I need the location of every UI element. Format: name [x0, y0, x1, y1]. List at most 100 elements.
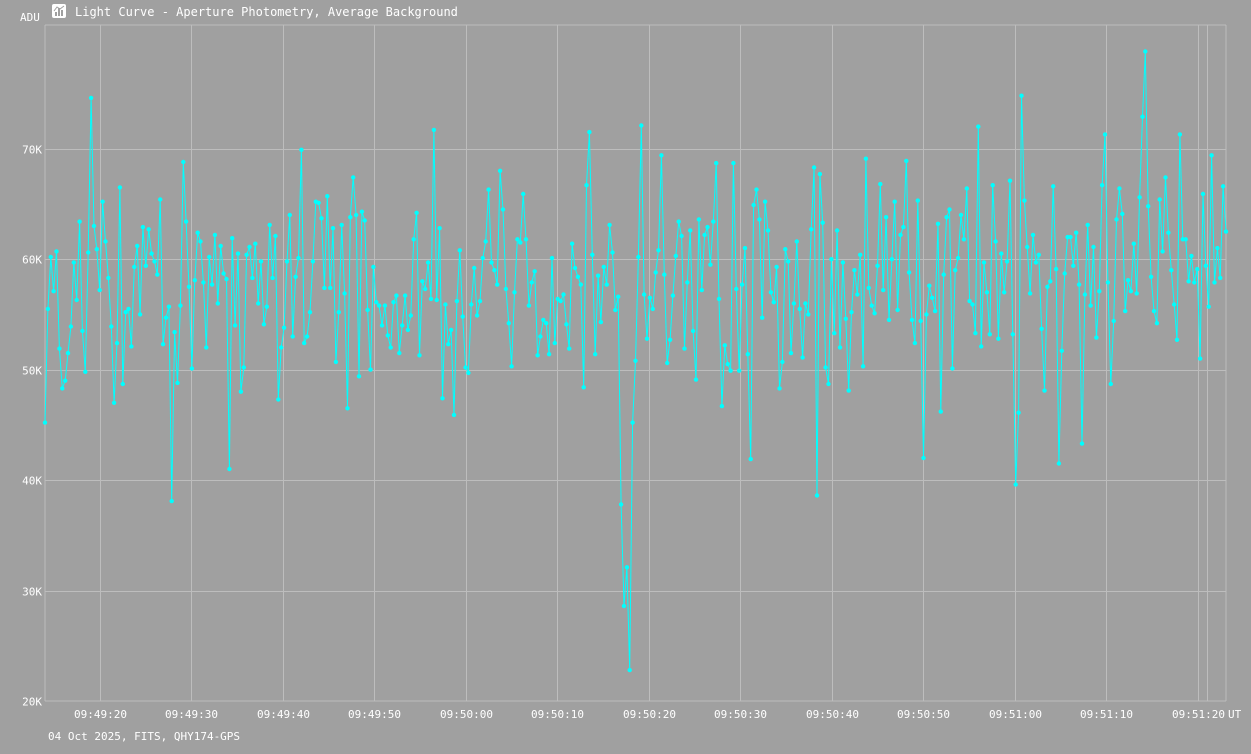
data-point [613, 307, 618, 313]
data-point [927, 283, 932, 288]
data-point [742, 245, 748, 251]
data-point [860, 364, 866, 369]
data-point [895, 307, 900, 313]
data-point [126, 306, 131, 312]
data-point [437, 226, 442, 231]
data-point [506, 321, 511, 326]
data-point [921, 455, 926, 461]
data-point [241, 365, 246, 370]
data-point [212, 232, 218, 238]
y-tick-label: 40K [22, 475, 42, 488]
data-point [379, 323, 385, 328]
data-point [230, 236, 235, 241]
data-point [397, 350, 402, 356]
data-point [152, 259, 157, 264]
data-point [610, 250, 615, 255]
data-point [636, 254, 641, 260]
data-point [166, 304, 172, 309]
data-point [909, 317, 915, 323]
data-point [708, 262, 713, 267]
data-point [1125, 278, 1131, 283]
data-point [178, 303, 183, 308]
data-point [953, 268, 958, 273]
data-point [1134, 291, 1139, 296]
data-point [201, 280, 206, 285]
data-point [111, 400, 117, 405]
data-point [472, 265, 477, 271]
data-point [512, 290, 517, 295]
data-point [786, 259, 791, 264]
data-point [616, 294, 621, 299]
data-point [834, 228, 840, 233]
data-point [1186, 279, 1191, 284]
data-point [62, 378, 68, 383]
data-point [336, 310, 341, 315]
data-point [1123, 308, 1128, 314]
data-point [143, 263, 148, 268]
data-point [155, 272, 160, 277]
data-point [690, 328, 696, 334]
data-point [218, 243, 223, 249]
data-point [417, 353, 422, 358]
data-point [526, 303, 532, 308]
data-point [670, 293, 676, 298]
data-point [71, 260, 77, 265]
data-point [676, 219, 681, 224]
data-point [774, 264, 779, 270]
data-point [771, 300, 776, 305]
y-tick-label: 20K [22, 696, 42, 709]
data-point [1085, 222, 1090, 228]
x-axis-ticks: 09:49:20 09:49:30 09:49:40 09:49:50 09:50:00… [74, 708, 1225, 721]
data-point [529, 280, 534, 285]
data-point [267, 222, 272, 228]
data-point [561, 292, 566, 297]
data-point [362, 218, 367, 223]
data-point [477, 298, 483, 304]
data-point [846, 388, 851, 393]
data-point [532, 269, 537, 274]
data-point [878, 181, 883, 187]
y-axis-label: ADU [20, 11, 40, 24]
data-point [1013, 482, 1018, 487]
data-point [702, 232, 707, 238]
data-point [132, 264, 137, 270]
data-point [656, 248, 661, 253]
data-point [374, 300, 379, 305]
data-point [333, 359, 339, 365]
data-point [221, 271, 226, 276]
data-point [247, 244, 252, 250]
data-point [500, 207, 506, 212]
data-point [1166, 230, 1171, 235]
data-point [944, 215, 949, 220]
data-point [535, 353, 540, 358]
data-point [662, 272, 667, 277]
data-point [523, 237, 529, 242]
data-point [754, 187, 759, 192]
data-point [1189, 253, 1194, 259]
data-point [181, 159, 186, 165]
data-point [601, 264, 606, 270]
data-point [999, 251, 1004, 256]
data-point [425, 260, 431, 265]
data-point [325, 194, 330, 199]
data-point [235, 251, 241, 256]
data-point [83, 369, 88, 374]
data-point [451, 412, 457, 418]
data-point [892, 199, 897, 204]
data-point [578, 282, 583, 287]
data-point [348, 215, 353, 220]
data-point [232, 323, 238, 328]
data-point [552, 340, 557, 346]
y-tick-label: 50K [22, 365, 42, 378]
y-tick-label: 60K [22, 254, 42, 267]
data-point [515, 237, 520, 242]
data-point [172, 329, 177, 335]
data-point [1016, 410, 1021, 415]
data-point [1212, 280, 1217, 285]
data-point [650, 306, 655, 312]
data-point [872, 311, 877, 316]
data-point [627, 667, 632, 673]
data-point [1137, 195, 1142, 200]
data-point [1076, 282, 1082, 287]
data-point [353, 212, 359, 218]
